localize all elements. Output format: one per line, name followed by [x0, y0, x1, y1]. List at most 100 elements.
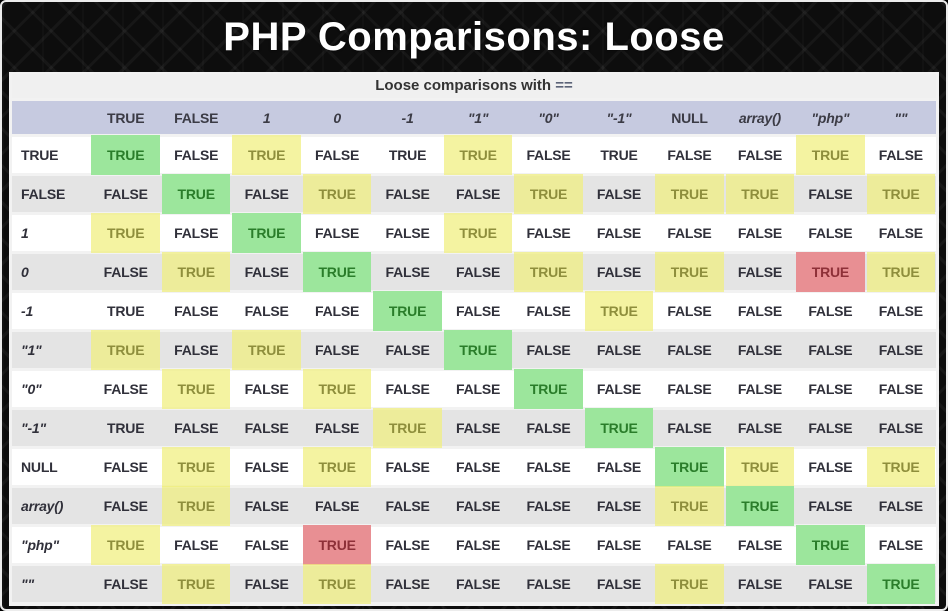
- title-band: PHP Comparisons: Loose: [2, 2, 946, 72]
- table-cell: FALSE: [385, 264, 430, 280]
- table-cell: FALSE: [526, 459, 571, 475]
- table-row: FALSE FALSE TRUE FALSE TRUE FALSE FALSE TRUE FAL…: [12, 174, 936, 214]
- table-cell: FALSE: [385, 342, 430, 358]
- table-cell: FALSE: [385, 537, 430, 553]
- table-cell: TRUE: [232, 330, 301, 370]
- row-label: NULL: [21, 459, 58, 475]
- corner-cell: [12, 101, 89, 134]
- table-cell: TRUE: [161, 564, 231, 604]
- table-cell: FALSE: [808, 381, 853, 397]
- table-cell: FALSE: [103, 498, 148, 514]
- table-cell: TRUE: [302, 252, 372, 292]
- table-cell: TRUE: [91, 135, 160, 175]
- table-cell: FALSE: [244, 498, 289, 514]
- table-cell: TRUE: [91, 330, 160, 370]
- table-cell: TRUE: [161, 369, 231, 409]
- table-row: -1 TRUE FALSE FALSE FALSE TRUE FALSE FALSE TRUE F…: [12, 291, 936, 331]
- column-header: FALSE: [174, 109, 219, 126]
- table-caption: Loose comparisons with ==: [12, 74, 936, 98]
- row-label: 1: [21, 225, 29, 241]
- table-cell: TRUE: [443, 213, 513, 253]
- table-cell: FALSE: [596, 459, 642, 475]
- table-cell: FALSE: [808, 225, 853, 241]
- column-header: 1: [262, 109, 271, 126]
- table-cell: TRUE: [866, 252, 936, 292]
- table-cell: TRUE: [302, 564, 372, 604]
- table-cell: FALSE: [526, 342, 571, 358]
- table-cell: FALSE: [667, 420, 712, 436]
- table-cell: FALSE: [808, 186, 853, 202]
- row-label: "": [21, 576, 34, 592]
- table-cell: TRUE: [866, 174, 936, 214]
- column-header: "0": [538, 109, 559, 126]
- table-cell: FALSE: [103, 576, 148, 592]
- table-cell: TRUE: [107, 420, 145, 436]
- table-cell: FALSE: [455, 303, 501, 319]
- table-cell: FALSE: [244, 420, 289, 436]
- table-cell: FALSE: [244, 459, 289, 475]
- row-label: "-1": [21, 420, 46, 436]
- row-label: "1": [21, 342, 42, 358]
- table-row: TRUE TRUE FALSE TRUE FALSE TRUE TRUE FALSE TRUE F…: [12, 135, 936, 175]
- table-cell: FALSE: [315, 342, 360, 358]
- table-cell: FALSE: [244, 537, 289, 553]
- table-cell: TRUE: [91, 213, 160, 253]
- table-cell: FALSE: [526, 225, 571, 241]
- row-label: "0": [21, 381, 42, 397]
- table-cell: TRUE: [514, 369, 583, 409]
- table-cell: TRUE: [373, 408, 442, 448]
- table-cell: FALSE: [667, 381, 712, 397]
- table-cell: FALSE: [737, 147, 782, 163]
- table-cell: TRUE: [584, 291, 654, 331]
- table-cell: FALSE: [596, 537, 642, 553]
- column-header: NULL: [671, 109, 708, 126]
- table-cell: FALSE: [244, 264, 289, 280]
- table-cell: FALSE: [596, 186, 642, 202]
- table-cell: TRUE: [725, 447, 795, 487]
- table-cell: FALSE: [596, 576, 642, 592]
- column-header: "1": [467, 109, 489, 126]
- table-cell: FALSE: [808, 303, 853, 319]
- table-cell: FALSE: [667, 303, 712, 319]
- table-cell: FALSE: [526, 576, 571, 592]
- table-cell: TRUE: [796, 252, 865, 292]
- table-cell: FALSE: [596, 264, 642, 280]
- table-cell: FALSE: [878, 225, 923, 241]
- table-cell: TRUE: [655, 174, 724, 214]
- table-cell: FALSE: [244, 303, 289, 319]
- table-cell: FALSE: [737, 576, 782, 592]
- row-label: "php": [21, 537, 59, 553]
- table-cell: FALSE: [596, 381, 642, 397]
- table-cell: FALSE: [737, 342, 782, 358]
- table-cell: FALSE: [526, 498, 571, 514]
- table-cell: FALSE: [878, 537, 923, 553]
- table-cell: FALSE: [526, 537, 571, 553]
- table-cell: FALSE: [103, 459, 148, 475]
- table-cell: FALSE: [455, 264, 501, 280]
- row-label: array(): [21, 498, 64, 514]
- table-row: "" FALSE TRUE FALSE TRUE FALSE FALSE FALSE FALSE…: [12, 564, 936, 604]
- row-label: -1: [21, 303, 34, 319]
- table-cell: FALSE: [596, 342, 642, 358]
- table-cell: TRUE: [161, 447, 231, 487]
- column-header-row: TRUE FALSE 1 0 -1 "1" "0" "-1" NULL array() "php" "…: [12, 101, 936, 134]
- table-cell: FALSE: [385, 459, 430, 475]
- table-cell: FALSE: [808, 576, 853, 592]
- comparison-table: Loose comparisons with == TRUE FALSE 1 0 -1 "…: [9, 72, 939, 606]
- table-cell: TRUE: [302, 447, 372, 487]
- table-cell: FALSE: [808, 342, 853, 358]
- table-cell: TRUE: [302, 369, 372, 409]
- table-cell: TRUE: [866, 447, 936, 487]
- table-cell: FALSE: [878, 342, 923, 358]
- table-caption-text: Loose comparisons with: [375, 77, 552, 94]
- table-cell: FALSE: [596, 225, 642, 241]
- table-cell: TRUE: [584, 408, 654, 448]
- table-cell: FALSE: [103, 381, 148, 397]
- table-cell: FALSE: [174, 420, 219, 436]
- table-cell: FALSE: [244, 186, 289, 202]
- table-cell: FALSE: [455, 420, 501, 436]
- table-row: "-1" TRUE FALSE FALSE FALSE TRUE FALSE FALSE TRU…: [12, 408, 936, 448]
- table-cell: TRUE: [725, 486, 795, 526]
- table-cell: FALSE: [526, 420, 571, 436]
- table-row: "0" FALSE TRUE FALSE TRUE FALSE FALSE TRUE FALSE…: [12, 369, 936, 409]
